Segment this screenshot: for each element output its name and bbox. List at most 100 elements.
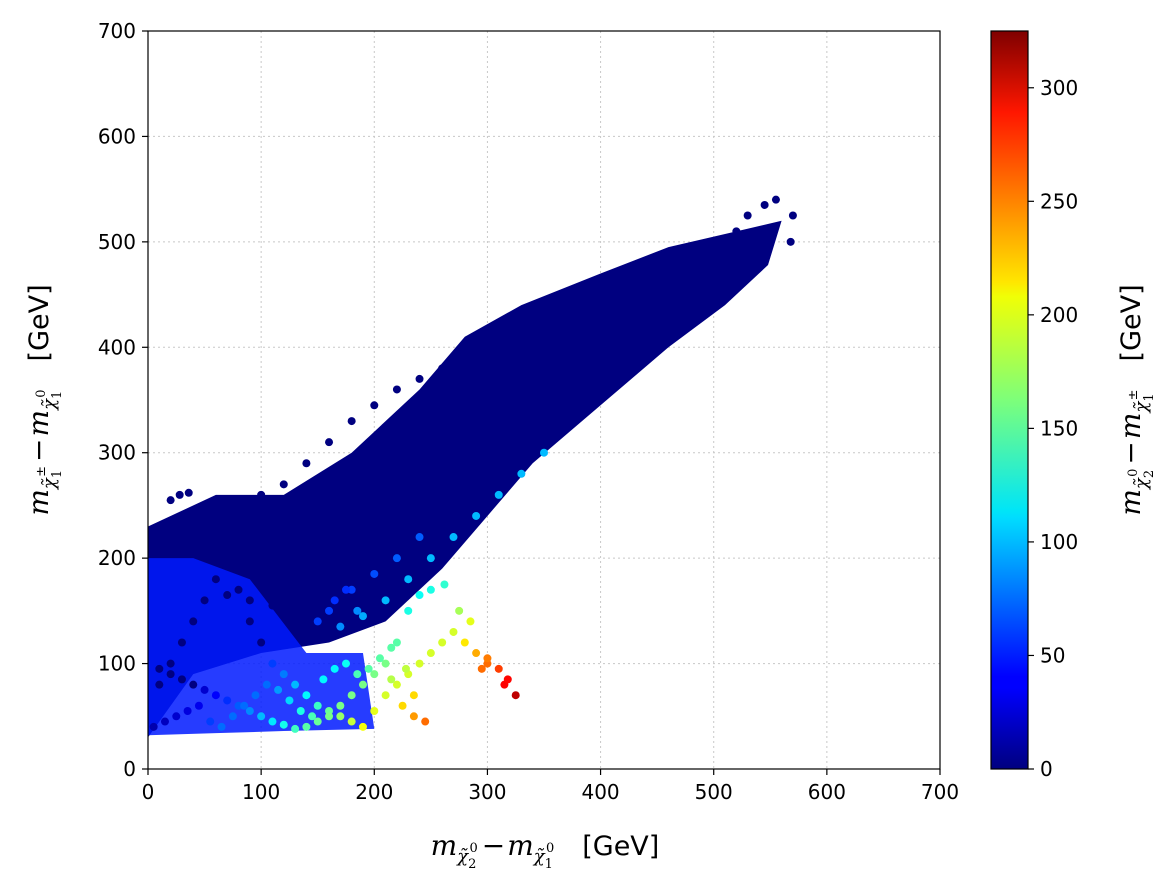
scatter-point (160, 717, 169, 726)
scatter-point (189, 511, 198, 520)
scatter-point (404, 575, 413, 584)
scatter-point (426, 585, 435, 594)
scatter-point (347, 417, 356, 426)
plot-frame (147, 30, 941, 770)
scatter-point (709, 280, 718, 289)
scatter-point (528, 438, 537, 447)
scatter-point (189, 680, 198, 689)
scatter-point (257, 712, 266, 721)
scatter-point (189, 617, 198, 626)
scatter-point (245, 596, 254, 605)
scatter-point (511, 691, 520, 700)
scatter-point (449, 627, 458, 636)
x-tick-label: 0 (142, 780, 155, 804)
dense-point-region (148, 220, 782, 738)
scatter-point (370, 707, 379, 716)
y-tick-label: 200 (98, 546, 136, 570)
scatter-point (325, 606, 334, 615)
scatter-point (664, 280, 673, 289)
colorbar-tick-label: 300 (1040, 76, 1078, 100)
scatter-point (336, 548, 345, 557)
scatter-point (311, 527, 320, 536)
x-tick-label: 300 (468, 780, 506, 804)
scatter-point (506, 396, 515, 404)
scatter-point (302, 459, 311, 468)
scatter-point (166, 659, 175, 668)
scatter-point (472, 649, 481, 658)
scatter-point (370, 569, 379, 578)
y-tick-label: 500 (98, 230, 136, 254)
scatter-point (183, 707, 192, 716)
scatter-point (277, 520, 286, 529)
scatter-point (392, 496, 401, 505)
scatter-point (573, 343, 582, 352)
scatter-point (760, 200, 769, 209)
scatter-point (296, 707, 305, 716)
scatter-point (234, 496, 243, 505)
y-tick-label: 300 (98, 441, 136, 465)
scatter-point (506, 459, 515, 468)
scatter-point (619, 311, 628, 320)
scatter-point (347, 585, 356, 594)
x-tick-label: 200 (355, 780, 393, 804)
scatter-point (381, 659, 390, 668)
scatter-point (228, 496, 237, 505)
colorbar-tick-label: 250 (1040, 189, 1078, 213)
scatter-point (149, 722, 158, 731)
scatter-point (426, 554, 435, 563)
scatter-point (455, 606, 464, 615)
scatter-point (472, 511, 481, 520)
scatter-point (313, 580, 322, 589)
scatter-point (279, 720, 288, 729)
scatter-point (223, 554, 232, 563)
scatter-point (302, 691, 311, 700)
scatter-point (551, 364, 560, 373)
scatter-point (732, 227, 741, 236)
scatter-point (302, 580, 311, 589)
scatter-point (370, 517, 379, 526)
scatter-point (358, 680, 367, 689)
scatter-point (358, 612, 367, 621)
scatter-point (313, 617, 322, 626)
scatter-point (528, 380, 537, 389)
scatter-point (291, 606, 300, 615)
scatter-point (300, 533, 309, 542)
scatter-point (426, 464, 435, 473)
x-tick-label: 700 (921, 780, 959, 804)
scatter-point (675, 269, 684, 278)
scatter-point (268, 659, 277, 668)
scatter-point (460, 496, 469, 505)
scatter-point (401, 664, 410, 673)
scatter-point (472, 427, 481, 436)
scatter-point (630, 301, 639, 310)
scatter-point (438, 638, 447, 647)
y-tick-label: 0 (123, 757, 136, 781)
scatter-point (240, 506, 249, 515)
scatter-point (664, 322, 673, 331)
scatter-point (392, 554, 401, 563)
scatter-point (228, 712, 237, 721)
scatter-point (184, 488, 193, 497)
scatter-point (387, 675, 396, 684)
scatter-point (387, 643, 396, 652)
scatter-point (245, 707, 254, 716)
scatter-point (732, 269, 741, 278)
scatter-point (198, 511, 207, 520)
x-tick-label: 500 (695, 780, 733, 804)
scatter-point (211, 575, 220, 584)
y-tick-label: 400 (98, 335, 136, 359)
scatter-point (200, 596, 209, 605)
scatter-point (415, 591, 424, 600)
scatter-point (494, 664, 503, 673)
scatter-point (460, 638, 469, 647)
scatter-point (517, 469, 526, 478)
scatter-point (279, 480, 288, 489)
scatter-point (234, 585, 243, 594)
scatter-point (353, 670, 362, 679)
scatter-point (438, 364, 447, 373)
scatter-point (540, 369, 548, 378)
x-tick-label: 100 (242, 780, 280, 804)
scatter-point (438, 453, 447, 462)
scatter-point (415, 374, 424, 383)
